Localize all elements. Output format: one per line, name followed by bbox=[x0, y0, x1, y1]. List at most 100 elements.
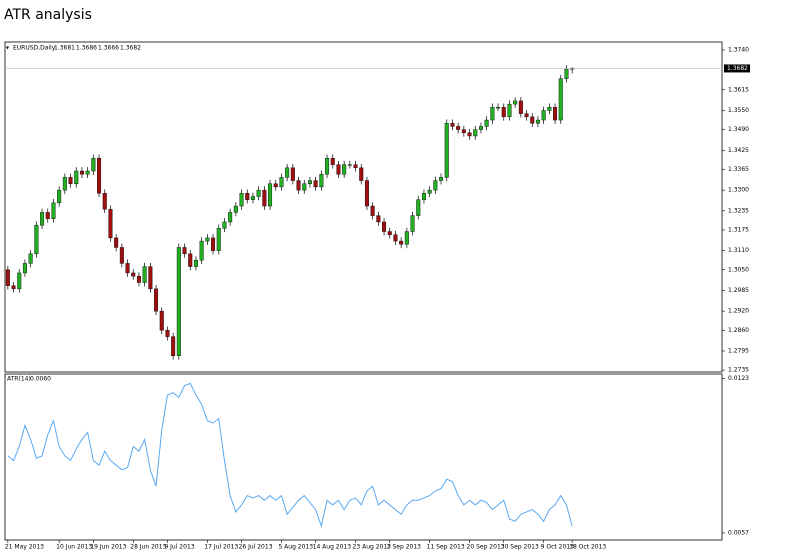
candle-body bbox=[182, 247, 187, 255]
candle-body bbox=[125, 263, 130, 274]
candle-body bbox=[176, 247, 181, 356]
y-tick-label: 1.3300 bbox=[728, 187, 749, 194]
candle-body bbox=[290, 167, 295, 181]
x-tick-label: 5 Aug 2013 bbox=[278, 544, 313, 551]
candle-body bbox=[296, 180, 301, 191]
candle-body bbox=[45, 212, 50, 219]
candle-body bbox=[427, 189, 432, 194]
page-title: ATR analysis bbox=[4, 7, 92, 23]
candle-body bbox=[256, 189, 261, 197]
candle-body bbox=[165, 330, 170, 337]
candle-body bbox=[353, 164, 358, 169]
candle-body bbox=[57, 189, 62, 204]
candle-body bbox=[119, 247, 124, 264]
candle-body bbox=[199, 240, 204, 261]
y-tick-label: 1.3175 bbox=[728, 226, 749, 233]
candle-body bbox=[404, 231, 409, 245]
candle-body bbox=[359, 167, 364, 181]
candle-body bbox=[17, 272, 22, 290]
candle-body bbox=[325, 158, 330, 175]
price-header-label: EURUSD,Daily bbox=[13, 45, 56, 52]
candle-body bbox=[222, 221, 227, 229]
y-tick-label: 1.3235 bbox=[728, 207, 749, 214]
x-tick-label: 28 Jun 2013 bbox=[130, 544, 166, 551]
candle-body bbox=[34, 224, 39, 255]
candle-body bbox=[74, 170, 79, 184]
candle-body bbox=[250, 196, 255, 200]
candle-body bbox=[467, 132, 472, 137]
candle-body bbox=[5, 269, 10, 286]
y-tick-label: 1.2795 bbox=[728, 347, 749, 354]
y-tick-label: 1.3365 bbox=[728, 166, 749, 173]
y-tick-label: 1.3615 bbox=[728, 86, 749, 93]
candle-body bbox=[85, 170, 90, 175]
candle-body bbox=[387, 231, 392, 235]
price-header-close: 1.3682 bbox=[120, 45, 141, 52]
candle-body bbox=[461, 129, 466, 133]
x-tick-label: 9 Jul 2013 bbox=[164, 544, 194, 551]
atr-header-value: 0.0060 bbox=[30, 376, 51, 383]
y-tick-label: 1.2735 bbox=[728, 367, 749, 374]
candle-body bbox=[382, 221, 387, 232]
candle-body bbox=[496, 107, 501, 109]
x-tick-label: 18 Oct 2013 bbox=[569, 544, 606, 551]
price-header-high: 1.3686 bbox=[76, 45, 97, 52]
candle-body bbox=[79, 170, 84, 175]
candle-body bbox=[233, 205, 238, 213]
y-tick-label: 1.3490 bbox=[728, 126, 749, 133]
x-tick-label: 19 Jun 2013 bbox=[90, 544, 126, 551]
candle-body bbox=[285, 167, 290, 178]
candle-body bbox=[336, 164, 341, 175]
candle-body bbox=[376, 215, 381, 223]
candle-body bbox=[262, 189, 267, 207]
candle-body bbox=[40, 212, 45, 226]
candle-body bbox=[456, 126, 461, 130]
candle-body bbox=[268, 183, 273, 207]
candle-body bbox=[11, 285, 16, 290]
y-tick-label: 1.2985 bbox=[728, 287, 749, 294]
atr-header-name: ATR(14) bbox=[7, 376, 31, 383]
y-tick-label: 1.2860 bbox=[728, 327, 749, 334]
candle-body bbox=[535, 119, 540, 124]
y-tick-label: 0.0123 bbox=[728, 375, 749, 382]
candle-body bbox=[273, 183, 278, 188]
candle-body bbox=[370, 205, 375, 216]
candle-body bbox=[216, 228, 221, 251]
candle-body bbox=[507, 103, 512, 118]
y-tick-label: 1.3425 bbox=[728, 147, 749, 154]
candle-body bbox=[558, 78, 563, 121]
candle-body bbox=[142, 266, 147, 283]
candle-body bbox=[518, 100, 523, 114]
candle-body bbox=[524, 113, 529, 118]
candle-body bbox=[473, 129, 478, 137]
price-symbol: ▾ bbox=[6, 45, 9, 52]
candle-body bbox=[171, 336, 176, 356]
y-tick-label: 1.3050 bbox=[728, 266, 749, 273]
candle-body bbox=[62, 177, 67, 191]
x-tick-label: 14 Aug 2013 bbox=[313, 544, 352, 551]
candle-body bbox=[245, 193, 250, 200]
candle-body bbox=[364, 180, 369, 207]
candle-body bbox=[541, 110, 546, 121]
candle-body bbox=[450, 123, 455, 127]
candle-body bbox=[416, 199, 421, 216]
x-tick-label: 9 Oct 2013 bbox=[541, 544, 574, 551]
price-panel bbox=[4, 41, 723, 373]
candle-body bbox=[307, 180, 312, 184]
y-tick-label: 1.3550 bbox=[728, 107, 749, 114]
x-tick-label: 23 Aug 2013 bbox=[353, 544, 392, 551]
candle-body bbox=[68, 177, 73, 184]
candle-body bbox=[108, 209, 113, 239]
candle-body bbox=[239, 193, 244, 207]
last-price-label: 1.3682 bbox=[727, 65, 748, 72]
candle-body bbox=[342, 164, 347, 175]
candle-body bbox=[51, 202, 56, 219]
candle-body bbox=[211, 237, 216, 251]
candle-body bbox=[564, 68, 569, 79]
candle-body bbox=[102, 193, 107, 210]
candle-body bbox=[393, 234, 398, 242]
x-tick-label: 21 May 2013 bbox=[5, 544, 44, 551]
candle-body bbox=[279, 177, 284, 188]
x-tick-label: 26 Jul 2013 bbox=[239, 544, 273, 551]
candle-body bbox=[22, 263, 27, 274]
